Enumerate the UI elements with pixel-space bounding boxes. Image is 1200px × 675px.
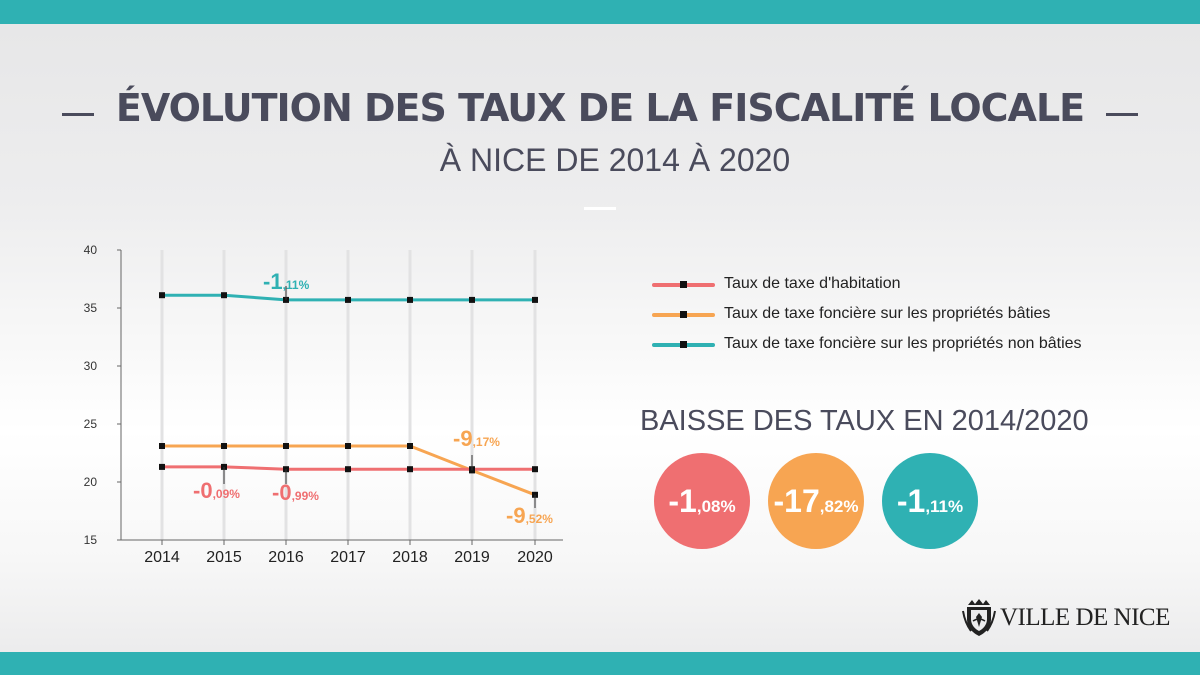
annotation-label: -9,52% xyxy=(506,503,553,528)
data-point xyxy=(283,296,289,303)
annotation-label: -1,11% xyxy=(263,269,310,294)
nice-coat-of-arms-icon xyxy=(962,599,996,636)
x-tick-label: 2016 xyxy=(268,549,304,566)
data-point xyxy=(345,443,351,449)
annotation-label: -0,99% xyxy=(272,480,319,505)
legend-marker xyxy=(680,341,687,348)
summary-value-decimals: ,08% xyxy=(696,497,736,516)
title-dash-right xyxy=(1106,113,1139,117)
x-tick-label: 2014 xyxy=(144,549,180,566)
y-tick-label: 15 xyxy=(84,533,98,547)
data-point xyxy=(407,443,413,449)
summary-value-decimals: ,11% xyxy=(925,497,964,516)
page-subtitle: À NICE DE 2014 À 2020 xyxy=(439,142,791,178)
legend-label: Taux de taxe foncière sur les propriétés… xyxy=(724,335,1082,352)
y-tick-label: 35 xyxy=(84,301,98,315)
data-point xyxy=(221,463,227,470)
x-tick-label: 2015 xyxy=(206,549,242,566)
annotation-label: -0,09% xyxy=(193,478,240,503)
chart-axes: 15 20 25 30 35 40 2014 2015 2016 2017 2018 2019 2020 xyxy=(84,243,563,566)
legend-label: Taux de taxe foncière sur les propriétés… xyxy=(724,305,1051,322)
data-point xyxy=(221,443,227,449)
summary-value-main: -1 xyxy=(896,483,926,519)
x-tick-label: 2019 xyxy=(454,549,490,566)
top-band xyxy=(0,0,1200,24)
data-point xyxy=(345,296,351,303)
summary-circle-foncier-non-bati: -1,11% xyxy=(882,453,978,549)
brand-name: VILLE DE NICE xyxy=(1000,604,1170,631)
data-point xyxy=(159,463,165,470)
y-tick-label: 25 xyxy=(84,417,98,431)
title-divider xyxy=(584,207,616,210)
data-point xyxy=(283,443,289,449)
data-point xyxy=(159,443,165,449)
summary-value-main: -17 xyxy=(773,483,820,519)
data-point xyxy=(221,292,227,299)
summary-circle-foncier-bati: -17,82% xyxy=(768,453,864,549)
summary-circle-habitation: -1,08% xyxy=(654,453,750,549)
y-tick-label: 20 xyxy=(84,475,98,489)
title-row: ÉVOLUTION DES TAUX DE LA FISCALITÉ LOCAL… xyxy=(0,86,1200,130)
data-point xyxy=(532,466,538,473)
data-point xyxy=(159,292,165,299)
data-point xyxy=(469,296,475,303)
page-title: ÉVOLUTION DES TAUX DE LA FISCALITÉ LOCAL… xyxy=(115,86,1085,130)
title-dash-left xyxy=(61,113,94,117)
summary-value-main: -1 xyxy=(668,483,697,519)
x-tick-label: 2020 xyxy=(517,549,553,566)
x-tick-label: 2017 xyxy=(330,549,366,566)
legend-label: Taux de taxe d'habitation xyxy=(724,275,901,292)
data-point xyxy=(407,466,413,473)
chart-annotations: -1,11% -0,09% -0,99% -9,17% -9,52% xyxy=(193,269,553,528)
data-point xyxy=(345,466,351,473)
y-tick-label: 30 xyxy=(84,359,98,373)
legend-marker xyxy=(680,311,687,318)
legend-marker xyxy=(680,281,687,288)
summary-title: BAISSE DES TAUX EN 2014/2020 xyxy=(640,405,1089,437)
data-point xyxy=(283,466,289,473)
bottom-band xyxy=(0,652,1200,675)
data-point xyxy=(532,296,538,303)
data-point xyxy=(407,296,413,303)
y-tick-label: 40 xyxy=(84,243,98,257)
annotation-label: -9,17% xyxy=(453,426,500,451)
summary-value-decimals: ,82% xyxy=(819,497,859,516)
x-tick-label: 2018 xyxy=(392,549,428,566)
